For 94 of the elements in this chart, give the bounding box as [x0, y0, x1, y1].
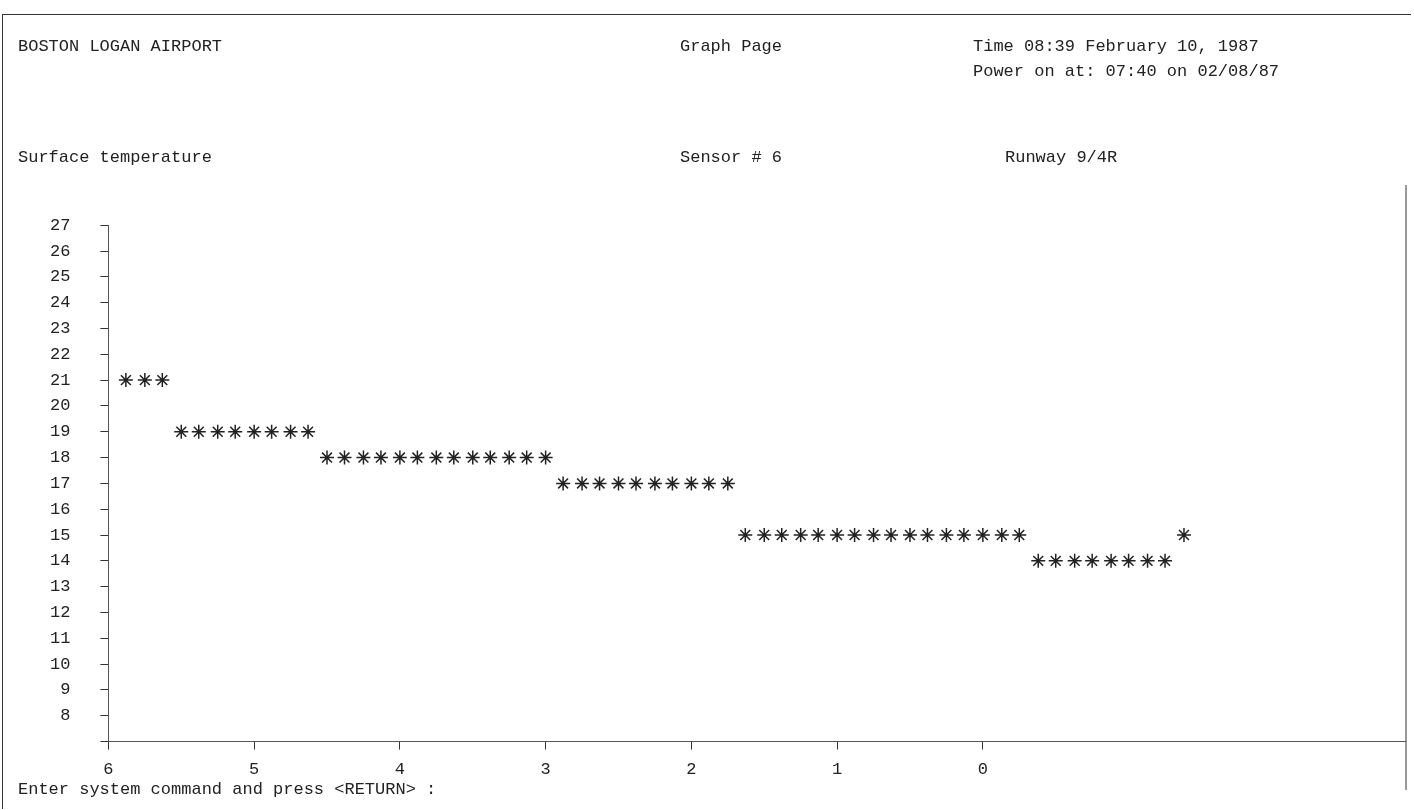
point — [373, 449, 389, 466]
point — [1066, 553, 1083, 569]
point — [773, 527, 790, 543]
point — [975, 527, 991, 543]
point — [701, 475, 717, 492]
point — [647, 475, 663, 492]
point — [392, 449, 408, 466]
y-axis-title: Surface temperature — [18, 148, 212, 167]
point — [756, 527, 772, 543]
point — [209, 424, 226, 440]
text: Graph Page — [680, 37, 783, 56]
point — [227, 424, 243, 440]
x-tick-label: 6 — [103, 760, 114, 780]
x-tick-label: 2 — [686, 760, 697, 780]
point — [591, 475, 608, 492]
point — [263, 424, 280, 440]
x-tick-label: 3 — [540, 760, 551, 780]
point — [1030, 553, 1046, 569]
point — [336, 449, 353, 466]
y-tick-label: 14 — [50, 551, 71, 571]
y-tick-label: 19 — [50, 422, 71, 442]
point — [664, 475, 681, 492]
text: Sensor # 6 — [680, 148, 783, 167]
point — [137, 372, 153, 388]
point — [428, 449, 445, 466]
point — [610, 475, 627, 492]
y-tick-label: 16 — [50, 499, 71, 519]
chart-title: BOSTON LOGAN AIRPORT — [18, 37, 223, 56]
point — [919, 527, 936, 543]
point — [154, 372, 171, 388]
point — [173, 424, 190, 440]
point — [792, 527, 809, 543]
point — [355, 449, 372, 466]
point — [246, 424, 262, 440]
y-tick-label: 10 — [50, 654, 71, 674]
y-tick-label: 12 — [50, 603, 71, 622]
point — [518, 449, 535, 466]
point — [1139, 553, 1156, 569]
text: Power on at: 07:40 on 02/08/87 — [973, 62, 1280, 81]
y-tick-label: 22 — [50, 344, 71, 364]
x-tick-label: 0 — [977, 760, 988, 780]
point — [994, 527, 1010, 543]
point — [501, 449, 517, 466]
point — [574, 475, 590, 492]
point — [1084, 553, 1100, 569]
point — [683, 475, 700, 492]
point — [956, 527, 972, 543]
y-tick-label: 18 — [50, 448, 71, 468]
point — [465, 449, 481, 466]
point — [1103, 553, 1119, 569]
y-tick-label: 20 — [50, 396, 71, 416]
point — [1011, 527, 1028, 543]
point — [282, 424, 299, 440]
point — [883, 527, 899, 543]
point — [537, 449, 554, 466]
y-tick-label: 8 — [60, 706, 71, 726]
point — [446, 449, 462, 466]
point — [118, 372, 134, 388]
y-tick-label: 26 — [50, 241, 71, 261]
point — [482, 449, 498, 466]
x-tick-label: 4 — [394, 760, 405, 780]
point — [938, 527, 955, 543]
x-tick-label: 1 — [832, 760, 843, 780]
point — [902, 527, 918, 543]
text: Time 08:39 February 10, 1987 — [973, 37, 1259, 56]
y-tick-label: 25 — [50, 267, 71, 287]
point — [810, 527, 826, 543]
text: Runway 9/4R — [1005, 148, 1118, 167]
y-tick-label: 27 — [50, 215, 71, 235]
point — [720, 475, 736, 492]
point — [1120, 553, 1137, 569]
y-tick-label: 21 — [50, 370, 71, 390]
y-tick-label: 15 — [50, 525, 71, 545]
point — [319, 449, 335, 466]
point — [409, 449, 426, 466]
point — [737, 527, 754, 543]
point — [1047, 553, 1064, 569]
y-tick-label: 23 — [50, 318, 71, 338]
y-tick-label: 24 — [50, 293, 71, 313]
point — [191, 424, 207, 440]
text: Enter system command and press <RETURN> : — [18, 780, 437, 799]
point — [555, 475, 571, 492]
point — [1157, 553, 1173, 569]
y-tick-label: 9 — [60, 680, 71, 700]
point — [829, 527, 845, 543]
y-tick-label: 13 — [50, 577, 71, 597]
point — [865, 527, 882, 543]
point — [1176, 527, 1192, 543]
point — [300, 424, 316, 440]
point — [628, 475, 644, 492]
y-tick-label: 11 — [50, 628, 71, 648]
y-tick-label: 17 — [50, 473, 71, 493]
point — [846, 527, 863, 543]
x-tick-label: 5 — [249, 760, 260, 780]
